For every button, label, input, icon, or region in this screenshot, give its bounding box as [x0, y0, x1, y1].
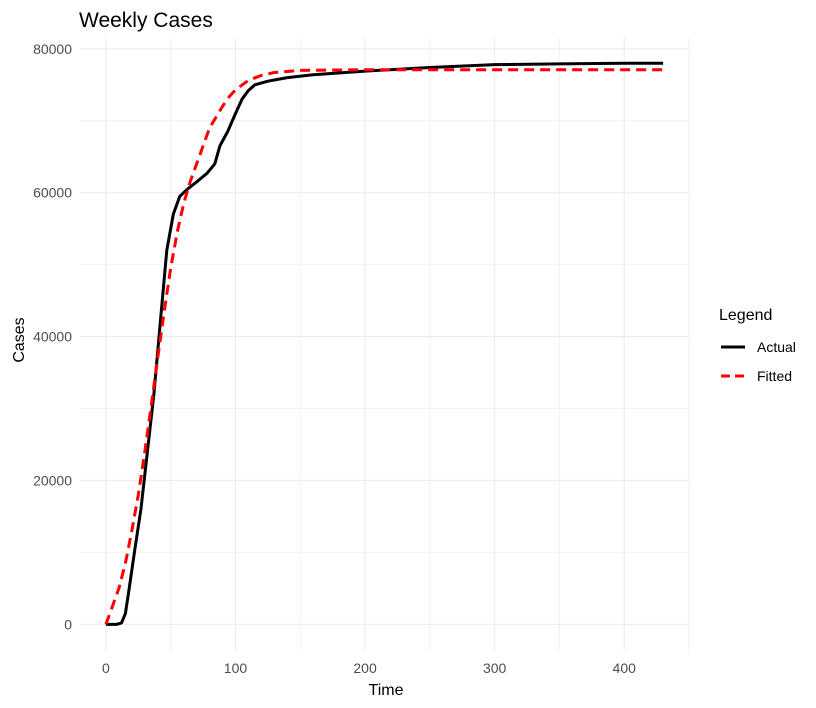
y-tick-label: 80000 [33, 41, 72, 57]
series-line-fitted [104, 68, 664, 625]
x-axis-title: Time [369, 682, 404, 699]
y-tick-label: 40000 [33, 329, 72, 345]
y-tick-label: 20000 [33, 472, 72, 488]
chart-title: Weekly Cases [79, 9, 213, 32]
x-tick-label: 300 [483, 660, 507, 676]
y-tick-label: 60000 [33, 185, 72, 201]
y-axis-title: Cases [11, 317, 28, 362]
grid-layer [80, 38, 690, 651]
series-line-actual [105, 61, 664, 626]
ticks-layer: 0 100 200 300 400 0 20000 40000 60000 80000 [33, 41, 636, 676]
legend-label-fitted: Fitted [757, 368, 792, 384]
y-tick-label: 0 [64, 616, 72, 632]
legend-title: Legend [719, 307, 772, 324]
x-tick-label: 0 [102, 660, 110, 676]
x-tick-label: 400 [613, 660, 637, 676]
x-tick-label: 100 [224, 660, 248, 676]
legend-label-actual: Actual [757, 339, 796, 355]
x-tick-label: 200 [353, 660, 377, 676]
legend: Legend Actual Fitted [719, 307, 796, 384]
series-layer [104, 61, 664, 626]
